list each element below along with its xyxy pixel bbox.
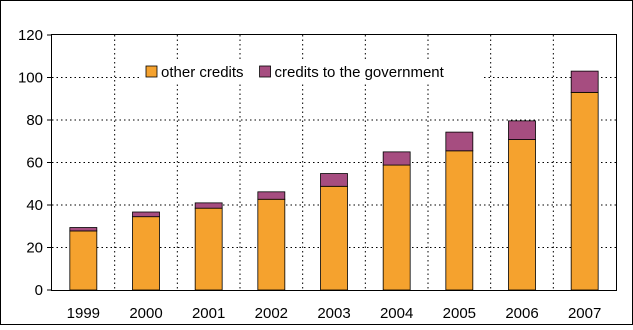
x-tick-label: 2003 bbox=[317, 305, 350, 322]
x-tick-label: 2005 bbox=[443, 305, 476, 322]
x-tick-label: 1999 bbox=[67, 305, 100, 322]
legend-label-other-credits: other credits bbox=[161, 64, 244, 81]
bar-credits-to-government bbox=[257, 191, 286, 200]
y-tick-label: 60 bbox=[26, 155, 43, 172]
y-tick-label: 0 bbox=[35, 282, 43, 299]
bar-other-credits bbox=[320, 185, 348, 291]
bar-credits-to-government bbox=[508, 120, 536, 140]
x-tick-label: 2004 bbox=[380, 305, 413, 322]
bar-credits-to-government bbox=[194, 202, 223, 209]
bar-credits-to-government bbox=[445, 131, 474, 152]
legend-swatch-credits-to-government bbox=[259, 65, 271, 78]
legend-box bbox=[140, 61, 481, 84]
x-tick-label: 2002 bbox=[255, 305, 288, 322]
bar-credits-to-government bbox=[132, 211, 160, 218]
x-axis: 1999 2000 2001 2002 2003 2004 2005 2006 2007 bbox=[67, 305, 602, 322]
y-tick-label: 120 bbox=[18, 27, 43, 44]
bar-other-credits bbox=[69, 230, 98, 291]
x-tick-label: 2006 bbox=[505, 305, 538, 322]
legend: other credits credits to the government bbox=[140, 61, 481, 84]
bar-credits-to-government bbox=[382, 151, 411, 166]
bar-credits-to-government bbox=[69, 227, 98, 232]
bar-other-credits bbox=[570, 91, 599, 291]
bars-group bbox=[69, 70, 599, 291]
bar-credits-to-government bbox=[320, 173, 348, 187]
x-tick-label: 2001 bbox=[192, 305, 225, 322]
y-tick-label: 40 bbox=[26, 197, 43, 214]
y-tick-label: 20 bbox=[26, 240, 43, 257]
y-tick-label: 100 bbox=[18, 70, 43, 87]
bar-other-credits bbox=[257, 198, 286, 291]
x-tick-label: 2000 bbox=[129, 305, 162, 322]
legend-swatch-other-credits bbox=[145, 65, 158, 78]
y-tick-label: 80 bbox=[26, 112, 43, 129]
bar-credits-to-government bbox=[570, 70, 599, 93]
bar-other-credits bbox=[382, 164, 411, 291]
grid-lines bbox=[52, 35, 616, 290]
bar-other-credits bbox=[445, 150, 474, 291]
y-axis: 0 20 40 60 80 100 120 bbox=[18, 27, 52, 299]
x-tick-label: 2007 bbox=[568, 305, 601, 322]
bar-other-credits bbox=[508, 139, 536, 291]
legend-label-credits-to-government: credits to the government bbox=[275, 64, 445, 81]
bar-other-credits bbox=[194, 207, 223, 291]
bar-other-credits bbox=[132, 216, 160, 291]
